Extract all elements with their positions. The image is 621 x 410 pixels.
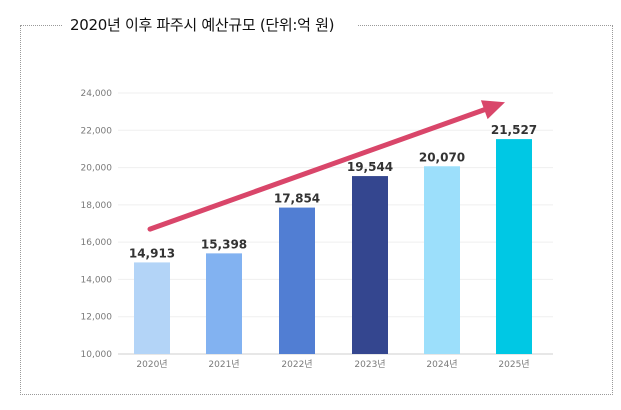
trend-arrow-shaft (147, 107, 487, 232)
y-tick-label: 12,000 (81, 313, 113, 323)
x-tick-label: 2023년 (354, 359, 385, 370)
bar-2023년 (352, 176, 388, 354)
bar-2020년 (134, 262, 170, 354)
x-tick-label: 2020년 (136, 359, 167, 370)
x-axis: 2020년 2021년 2022년 2023년 2024년 2025년 (136, 359, 529, 370)
y-tick-label: 18,000 (81, 201, 113, 211)
data-label: 15,398 (201, 237, 247, 251)
x-tick-label: 2021년 (208, 359, 239, 370)
trend-arrow-head (480, 100, 505, 120)
y-tick-label: 10,000 (81, 350, 113, 360)
data-label: 21,527 (491, 123, 537, 137)
chart-frame (20, 25, 613, 395)
y-tick-label: 22,000 (81, 126, 113, 136)
data-label: 20,070 (419, 150, 465, 164)
data-label: 14,913 (129, 246, 175, 260)
chart-title: 2020년 이후 파주시 예산규모 (단위:억 원) (64, 14, 341, 35)
y-tick-label: 24,000 (81, 89, 113, 99)
y-tick-label: 16,000 (81, 238, 113, 248)
bars (134, 139, 532, 354)
trend-arrow (147, 100, 505, 232)
bar-2021년 (206, 253, 242, 354)
y-tick-label: 14,000 (81, 275, 113, 285)
x-tick-label: 2022년 (281, 359, 312, 370)
bar-2022년 (279, 207, 315, 354)
data-label: 19,544 (347, 160, 393, 174)
y-axis: 10,000 12,000 14,000 16,000 18,000 20,000 22,0… (81, 89, 113, 360)
data-labels: 14,913 15,398 17,854 19,544 20,070 21,527 (129, 123, 537, 260)
bar-2024년 (424, 166, 460, 354)
data-label: 17,854 (274, 192, 320, 206)
y-tick-label: 20,000 (81, 164, 113, 174)
x-tick-label: 2024년 (426, 359, 457, 370)
frame-border-top-left (20, 25, 62, 26)
frame-border-top-right (358, 25, 613, 26)
bar-2025년 (496, 139, 532, 354)
grid-lines (118, 92, 553, 355)
x-tick-label: 2025년 (498, 359, 529, 370)
